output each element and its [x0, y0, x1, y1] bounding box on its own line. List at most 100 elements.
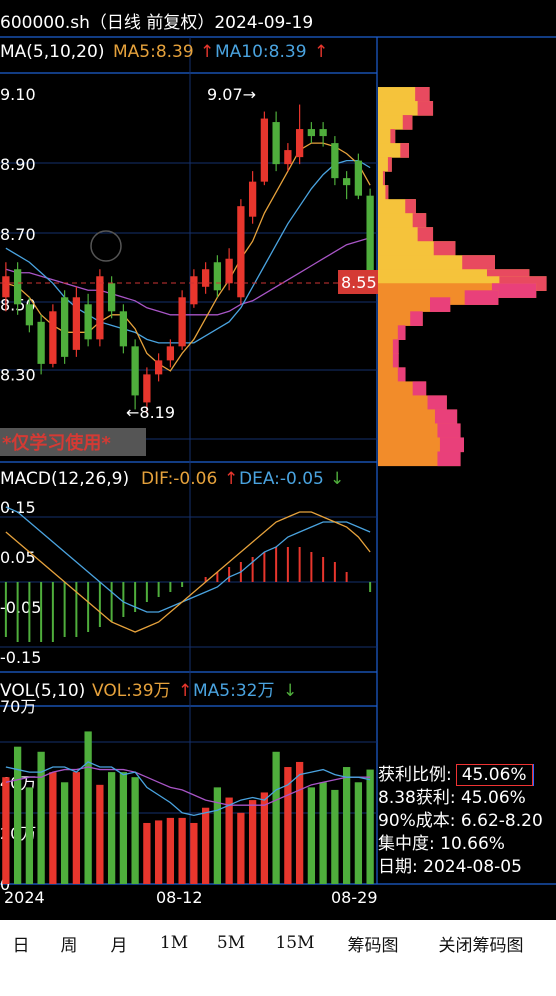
candle-body	[131, 346, 139, 396]
macd-tick-label: -0.05	[0, 598, 41, 617]
vol-arrow: ↑	[178, 681, 192, 701]
vol-ma5: MA5:32万	[193, 681, 274, 701]
candle-body	[143, 374, 151, 403]
period-15m-button[interactable]: 15M	[274, 926, 316, 960]
dif-line	[5, 511, 371, 633]
chip-band-edge	[400, 143, 409, 158]
profit-at-price: 8.38获利: 45.06%	[378, 788, 526, 808]
chips-button[interactable]: 筹码图	[342, 926, 404, 960]
chip-band	[378, 171, 385, 186]
period-day-button[interactable]: 日	[10, 926, 32, 960]
volume-bar	[354, 782, 363, 884]
profit-ratio-value: 45.06%	[455, 764, 533, 786]
candle-body	[201, 269, 210, 287]
ma-params-label: MA(5,10,20)	[0, 42, 104, 62]
volume-bar	[13, 746, 22, 884]
chip-band-edge	[397, 367, 406, 382]
macd-dea: DEA:-0.05	[239, 469, 324, 489]
chip-band-edge	[415, 87, 430, 102]
chip-band-edge	[412, 381, 427, 397]
chip-band-edge	[405, 199, 416, 214]
volume-bar	[248, 800, 257, 884]
volume-bar	[342, 767, 351, 884]
candles	[2, 104, 374, 413]
volume-bar	[213, 787, 222, 884]
ma5-value: MA5:8.39	[113, 42, 194, 62]
candle-body	[166, 346, 175, 361]
candle-body	[154, 360, 163, 375]
x-label-mid: 08-12	[156, 888, 203, 907]
volume-bar	[319, 782, 327, 884]
dea-line	[5, 506, 371, 613]
period-1m-button[interactable]: 1M	[157, 926, 191, 960]
x-label-end: 08-29	[331, 888, 378, 907]
volume-bar	[96, 784, 104, 884]
chip-band-edge	[437, 423, 461, 439]
profit-ratio-label: 获利比例:	[378, 765, 452, 785]
chip-band-edge	[410, 311, 423, 326]
volume-bar	[272, 751, 280, 884]
ma-lines	[5, 142, 371, 372]
chip-band-edge	[427, 395, 447, 411]
ma5-line	[5, 142, 371, 372]
volume-bar	[237, 812, 245, 884]
volume-bar	[72, 772, 81, 884]
candle-body	[60, 297, 69, 357]
volume-bar	[25, 787, 34, 884]
close-chips-button[interactable]: 关闭筹码图	[430, 926, 532, 960]
chip-band-edge	[417, 101, 434, 116]
volume-bar	[2, 777, 10, 884]
ma20-line	[5, 237, 371, 316]
high-price-label: 9.07→	[207, 85, 256, 104]
chip-band-edge	[390, 129, 396, 144]
candle-body	[119, 311, 128, 347]
vol-ma5-line	[5, 761, 371, 817]
chip-date: 日期: 2024-08-05	[378, 857, 522, 877]
grid-lines	[0, 37, 377, 884]
volume-bar	[166, 817, 175, 884]
volume-bar	[37, 751, 45, 884]
volume-bar	[119, 772, 128, 884]
vol-label: VOL(5,10)	[0, 681, 85, 701]
chip-band-edge	[433, 241, 456, 256]
chip-band-edge	[430, 297, 451, 312]
candle-body	[354, 160, 363, 196]
volume-bar	[307, 787, 316, 884]
period-month-button[interactable]: 月	[108, 926, 130, 960]
candle-body	[342, 178, 351, 186]
price-tick-label: 8.90	[0, 155, 36, 174]
price-tick-label: 8.30	[0, 365, 36, 384]
volume-bar	[143, 822, 151, 884]
cursor-circle-icon	[90, 230, 122, 262]
candle-body	[190, 276, 198, 305]
vol-value: VOL:39万	[92, 681, 171, 701]
period-toolbar: 日 周 月 1M 5M 15M 筹码图 关闭筹码图	[0, 920, 556, 996]
candle-body	[248, 181, 257, 217]
candle-body	[37, 321, 45, 364]
last-price-value: 8.55	[341, 273, 377, 292]
candle-body	[237, 206, 245, 298]
watermark-bg	[0, 428, 146, 456]
macd-plot	[4, 506, 372, 642]
period-5m-button[interactable]: 5M	[214, 926, 248, 960]
chip-band-edge	[439, 437, 464, 453]
chip-band-edge	[382, 171, 385, 186]
volume-bar	[284, 767, 292, 884]
candle-body	[295, 129, 304, 158]
volume-bar	[190, 822, 198, 884]
candle-body	[25, 304, 34, 326]
ma10-value: MA10:8.39	[215, 42, 307, 62]
volume-tick-label: 0	[0, 875, 10, 894]
candle-body	[272, 122, 280, 165]
chip-band-edge	[417, 227, 434, 242]
chip-band-edge	[437, 451, 461, 467]
chip-band-edge	[491, 283, 537, 298]
macd-dea-arrow: ↓	[330, 469, 344, 489]
volume-bar	[260, 792, 269, 884]
volume-bar	[154, 820, 163, 884]
candle-body	[84, 304, 92, 340]
period-week-button[interactable]: 周	[58, 926, 80, 960]
macd-tick-label: 0.15	[0, 498, 36, 517]
ma10-arrow: ↑	[314, 42, 328, 62]
chip-band-edge	[387, 157, 392, 172]
